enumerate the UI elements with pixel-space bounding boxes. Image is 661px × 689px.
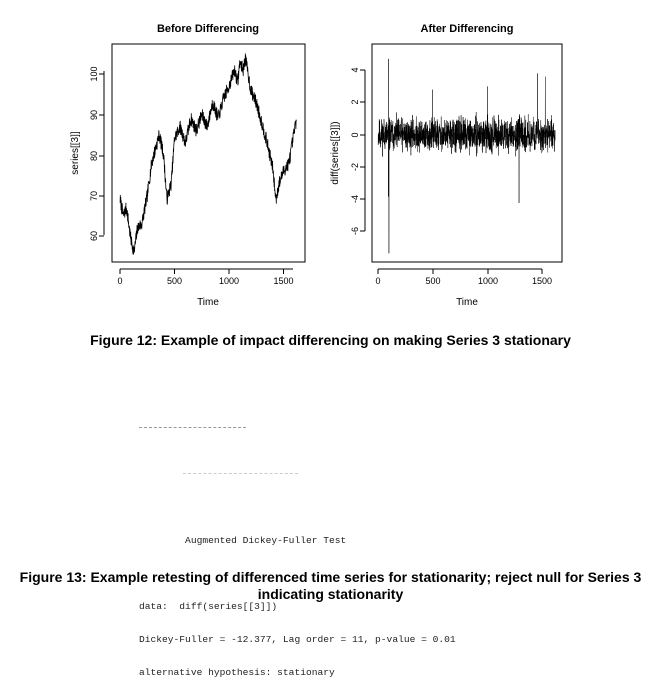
cropped-text-fragment (139, 427, 246, 428)
console-line: alternative hypothesis: stationary (139, 667, 335, 678)
chart-title: Before Differencing (157, 23, 259, 35)
y-tick-label: 60 (89, 231, 99, 241)
y-tick-label: 90 (89, 110, 99, 120)
y-tick-label: 70 (89, 191, 99, 201)
x-tick: 0 (375, 269, 381, 286)
y-tick: 90 (89, 110, 104, 120)
console-line: Dickey-Fuller = -12.377, Lag order = 11,… (139, 634, 456, 645)
series-line (377, 58, 556, 254)
y-tick: -2 (350, 163, 365, 171)
y-tick: 60 (89, 231, 104, 241)
chart-before-svg: Before Differencing 0 500 1000 1500 60 7… (70, 23, 306, 308)
x-tick-label: 500 (167, 276, 182, 286)
chart-after-svg: After Differencing 0 500 1000 1500 -6 -4… (330, 23, 563, 308)
y-tick: 80 (89, 151, 104, 161)
x-tick-label: 0 (117, 276, 122, 286)
y-tick-label: -6 (350, 227, 360, 235)
figure-13-caption: Figure 13: Example retesting of differen… (19, 569, 642, 602)
y-tick: -6 (350, 227, 365, 235)
y-tick: 70 (89, 191, 104, 201)
y-tick-label: 2 (350, 99, 360, 104)
x-tick-label: 1000 (478, 276, 498, 286)
chart-before-differencing: Before Differencing 0 500 1000 1500 60 7… (0, 0, 330, 320)
x-tick: 1500 (532, 269, 552, 286)
x-axis-label: Time (456, 297, 478, 308)
x-ticks: 0 500 1000 1500 (117, 269, 294, 286)
x-tick: 500 (425, 269, 441, 286)
y-tick-label: 4 (350, 67, 360, 72)
y-tick-label: -4 (350, 195, 360, 203)
x-ticks: 0 500 1000 1500 (375, 269, 552, 286)
plot-frame (371, 43, 563, 263)
y-ticks: 60 70 80 90 100 (89, 66, 104, 241)
y-tick-label: 0 (350, 132, 360, 137)
y-tick: 0 (350, 132, 365, 138)
y-ticks: -6 -4 -2 0 2 4 (350, 67, 365, 235)
x-tick: 1000 (478, 269, 498, 286)
console-line (139, 502, 456, 513)
console-line: data: diff(series[[3]]) (139, 601, 278, 612)
x-tick-label: 1500 (532, 276, 552, 286)
x-tick: 0 (117, 269, 123, 286)
y-tick: 4 (350, 67, 365, 73)
y-axis-label: diff(series[[3]]) (330, 121, 341, 184)
figure-12-caption: Figure 12: Example of impact differencin… (90, 332, 571, 348)
chart-after-differencing: After Differencing 0 500 1000 1500 -6 -4… (330, 0, 660, 320)
x-tick-label: 500 (425, 276, 440, 286)
cropped-text-fragment (183, 473, 298, 474)
y-tick-label: 100 (89, 66, 99, 81)
chart-title: After Differencing (421, 23, 514, 35)
y-axis-label: series[[3]] (70, 131, 81, 175)
y-tick: 100 (89, 66, 104, 82)
x-tick: 500 (167, 269, 182, 286)
x-tick: 1500 (273, 269, 294, 286)
x-axis-label: Time (197, 297, 219, 308)
plot-frame (111, 43, 306, 263)
y-tick-label: -2 (350, 163, 360, 171)
x-tick-label: 0 (375, 276, 380, 286)
x-tick-label: 1500 (273, 276, 293, 286)
series-line (119, 53, 297, 255)
x-tick-label: 1000 (219, 276, 239, 286)
y-tick-label: 80 (89, 151, 99, 161)
y-tick: 2 (350, 99, 365, 105)
y-tick: -4 (350, 195, 365, 203)
console-line: Augmented Dickey-Fuller Test (139, 535, 347, 546)
x-tick: 1000 (219, 269, 239, 286)
axes (103, 71, 293, 270)
axes (364, 70, 542, 270)
